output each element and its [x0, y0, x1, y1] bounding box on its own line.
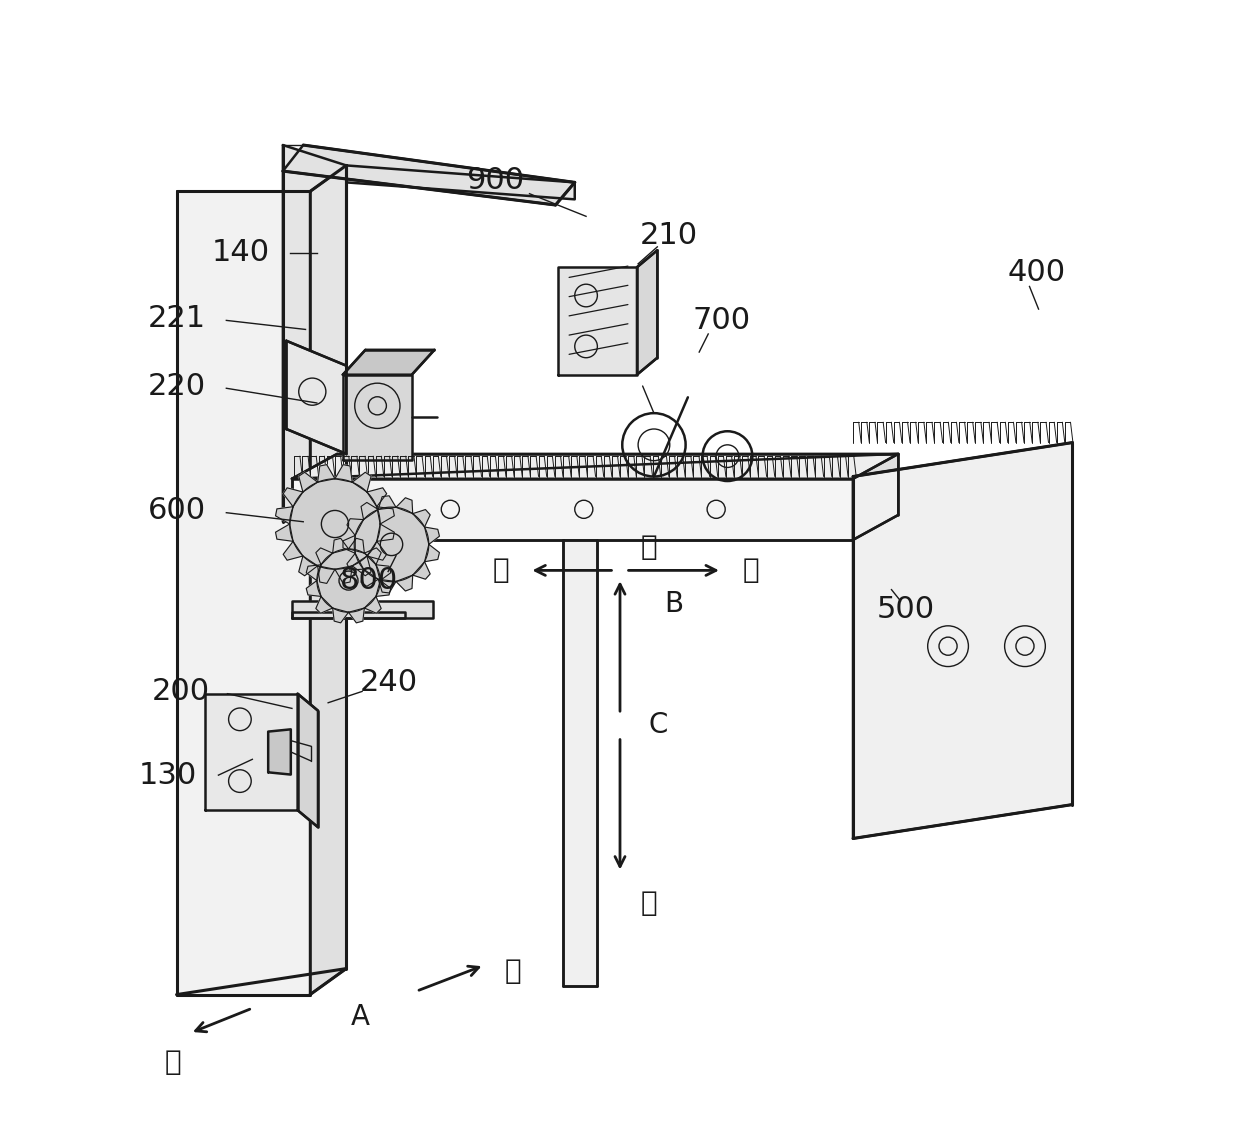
Text: 500: 500 [877, 595, 935, 625]
Text: 右: 右 [505, 957, 521, 984]
Polygon shape [290, 479, 381, 569]
Polygon shape [347, 518, 363, 535]
Polygon shape [306, 581, 321, 596]
Polygon shape [365, 548, 381, 565]
Polygon shape [424, 527, 439, 544]
Text: 240: 240 [360, 668, 418, 697]
Polygon shape [335, 465, 352, 482]
Text: 后: 后 [743, 557, 759, 584]
Polygon shape [306, 565, 321, 581]
Text: B: B [665, 591, 684, 618]
Text: 220: 220 [148, 372, 206, 400]
Polygon shape [176, 192, 310, 995]
Polygon shape [365, 596, 381, 613]
Polygon shape [413, 509, 430, 527]
Polygon shape [378, 496, 396, 509]
Polygon shape [283, 488, 303, 507]
Text: 下: 下 [640, 889, 657, 917]
Polygon shape [355, 507, 429, 582]
Text: 221: 221 [148, 304, 206, 332]
Polygon shape [332, 539, 348, 553]
Polygon shape [346, 166, 575, 200]
Polygon shape [367, 541, 387, 560]
Text: 800: 800 [340, 566, 398, 595]
Polygon shape [291, 601, 433, 618]
Polygon shape [376, 581, 391, 596]
Text: 前: 前 [492, 557, 510, 584]
Polygon shape [283, 145, 346, 522]
Text: 700: 700 [693, 306, 751, 335]
Polygon shape [283, 541, 303, 560]
Polygon shape [291, 479, 853, 540]
Polygon shape [367, 488, 387, 507]
Polygon shape [853, 442, 1073, 838]
Polygon shape [352, 472, 371, 492]
Polygon shape [335, 566, 352, 583]
Polygon shape [298, 694, 317, 827]
Polygon shape [275, 524, 293, 541]
Text: 210: 210 [640, 221, 698, 251]
Polygon shape [558, 268, 637, 374]
Polygon shape [283, 145, 575, 205]
Polygon shape [299, 472, 317, 492]
Polygon shape [376, 565, 391, 581]
Polygon shape [291, 454, 898, 479]
Text: 900: 900 [466, 166, 525, 195]
Polygon shape [413, 561, 430, 579]
Text: 左: 左 [165, 1048, 181, 1076]
Polygon shape [286, 340, 346, 454]
Polygon shape [424, 544, 439, 561]
Polygon shape [348, 539, 365, 553]
Polygon shape [347, 553, 363, 570]
Polygon shape [317, 566, 335, 583]
Polygon shape [352, 556, 371, 576]
Polygon shape [396, 498, 413, 514]
Polygon shape [361, 569, 378, 586]
Polygon shape [316, 548, 332, 565]
Polygon shape [275, 507, 293, 524]
Polygon shape [332, 608, 348, 623]
Text: 600: 600 [148, 496, 206, 525]
Text: A: A [351, 1004, 370, 1031]
Polygon shape [342, 374, 412, 459]
Polygon shape [205, 694, 298, 810]
Polygon shape [299, 556, 317, 576]
Polygon shape [317, 549, 381, 612]
Polygon shape [343, 535, 355, 553]
Polygon shape [378, 579, 396, 593]
Text: 130: 130 [139, 761, 197, 789]
Polygon shape [310, 166, 346, 995]
Text: 200: 200 [153, 677, 210, 706]
Polygon shape [361, 502, 378, 519]
Polygon shape [342, 349, 434, 374]
Polygon shape [291, 612, 405, 618]
Polygon shape [853, 454, 898, 540]
Polygon shape [377, 507, 394, 524]
Text: 140: 140 [212, 238, 270, 266]
Polygon shape [377, 524, 394, 541]
Polygon shape [348, 608, 365, 623]
Polygon shape [396, 575, 413, 591]
Polygon shape [317, 465, 335, 482]
Polygon shape [316, 596, 332, 613]
Text: C: C [649, 711, 667, 739]
Text: 上: 上 [640, 533, 657, 561]
Text: 400: 400 [1007, 259, 1065, 287]
Polygon shape [637, 251, 657, 374]
Polygon shape [268, 729, 291, 775]
Polygon shape [563, 540, 598, 985]
